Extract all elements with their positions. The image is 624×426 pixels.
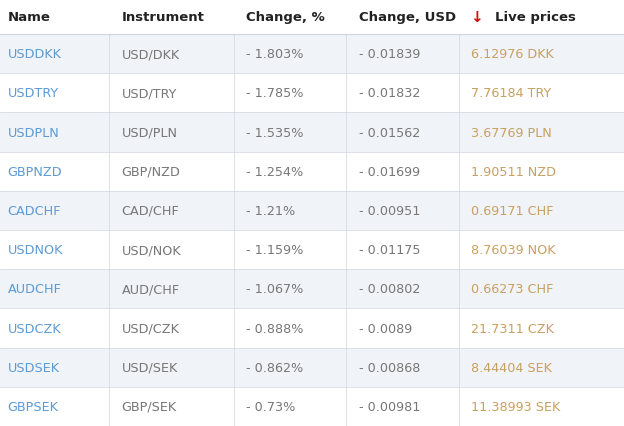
Text: - 0.0089: - 0.0089: [359, 322, 412, 335]
Text: - 0.00951: - 0.00951: [359, 204, 420, 217]
FancyBboxPatch shape: [0, 74, 624, 113]
Text: USD/NOK: USD/NOK: [122, 244, 182, 256]
Text: ↓: ↓: [471, 10, 489, 25]
Text: - 0.888%: - 0.888%: [246, 322, 304, 335]
Text: - 1.159%: - 1.159%: [246, 244, 304, 256]
Text: USD/PLN: USD/PLN: [122, 126, 178, 139]
Text: USDDKK: USDDKK: [7, 48, 61, 61]
FancyBboxPatch shape: [0, 152, 624, 191]
Text: GBP/NZD: GBP/NZD: [122, 165, 180, 178]
Text: Change, USD: Change, USD: [359, 11, 456, 24]
Text: - 0.00981: - 0.00981: [359, 400, 420, 413]
FancyBboxPatch shape: [0, 113, 624, 152]
FancyBboxPatch shape: [0, 309, 624, 348]
Text: - 1.535%: - 1.535%: [246, 126, 304, 139]
FancyBboxPatch shape: [0, 230, 624, 270]
Text: 0.69171 CHF: 0.69171 CHF: [471, 204, 553, 217]
Text: - 0.01699: - 0.01699: [359, 165, 420, 178]
Text: CAD/CHF: CAD/CHF: [122, 204, 180, 217]
Text: Change, %: Change, %: [246, 11, 325, 24]
FancyBboxPatch shape: [0, 270, 624, 309]
Text: - 0.01832: - 0.01832: [359, 87, 420, 100]
Text: 7.76184 TRY: 7.76184 TRY: [471, 87, 552, 100]
Text: USD/TRY: USD/TRY: [122, 87, 177, 100]
Text: USDCZK: USDCZK: [7, 322, 61, 335]
Text: 0.66273 CHF: 0.66273 CHF: [471, 282, 553, 296]
Text: GBP/SEK: GBP/SEK: [122, 400, 177, 413]
Text: - 1.21%: - 1.21%: [246, 204, 296, 217]
Text: - 1.785%: - 1.785%: [246, 87, 304, 100]
Text: - 0.73%: - 0.73%: [246, 400, 296, 413]
Text: Name: Name: [7, 11, 51, 24]
Text: USD/CZK: USD/CZK: [122, 322, 180, 335]
Text: CADCHF: CADCHF: [7, 204, 61, 217]
FancyBboxPatch shape: [0, 35, 624, 74]
FancyBboxPatch shape: [0, 0, 624, 35]
Text: 6.12976 DKK: 6.12976 DKK: [471, 48, 554, 61]
Text: - 0.01562: - 0.01562: [359, 126, 420, 139]
Text: 21.7311 CZK: 21.7311 CZK: [471, 322, 554, 335]
Text: - 1.803%: - 1.803%: [246, 48, 304, 61]
Text: - 0.862%: - 0.862%: [246, 361, 304, 374]
Text: - 0.01839: - 0.01839: [359, 48, 420, 61]
Text: USDNOK: USDNOK: [7, 244, 63, 256]
Text: 8.76039 NOK: 8.76039 NOK: [471, 244, 555, 256]
Text: AUD/CHF: AUD/CHF: [122, 282, 180, 296]
Text: Live prices: Live prices: [495, 11, 576, 24]
Text: 3.67769 PLN: 3.67769 PLN: [471, 126, 552, 139]
Text: - 0.00802: - 0.00802: [359, 282, 420, 296]
Text: USDTRY: USDTRY: [7, 87, 59, 100]
Text: - 1.067%: - 1.067%: [246, 282, 304, 296]
Text: GBPSEK: GBPSEK: [7, 400, 59, 413]
Text: USD/DKK: USD/DKK: [122, 48, 180, 61]
Text: USDSEK: USDSEK: [7, 361, 59, 374]
FancyBboxPatch shape: [0, 348, 624, 387]
FancyBboxPatch shape: [0, 387, 624, 426]
Text: USDPLN: USDPLN: [7, 126, 59, 139]
Text: USD/SEK: USD/SEK: [122, 361, 178, 374]
FancyBboxPatch shape: [0, 191, 624, 230]
Text: GBPNZD: GBPNZD: [7, 165, 62, 178]
Text: - 1.254%: - 1.254%: [246, 165, 304, 178]
Text: Instrument: Instrument: [122, 11, 205, 24]
Text: 11.38993 SEK: 11.38993 SEK: [471, 400, 560, 413]
Text: AUDCHF: AUDCHF: [7, 282, 61, 296]
Text: - 0.00868: - 0.00868: [359, 361, 420, 374]
Text: 1.90511 NZD: 1.90511 NZD: [471, 165, 556, 178]
Text: - 0.01175: - 0.01175: [359, 244, 421, 256]
Text: 8.44404 SEK: 8.44404 SEK: [471, 361, 552, 374]
